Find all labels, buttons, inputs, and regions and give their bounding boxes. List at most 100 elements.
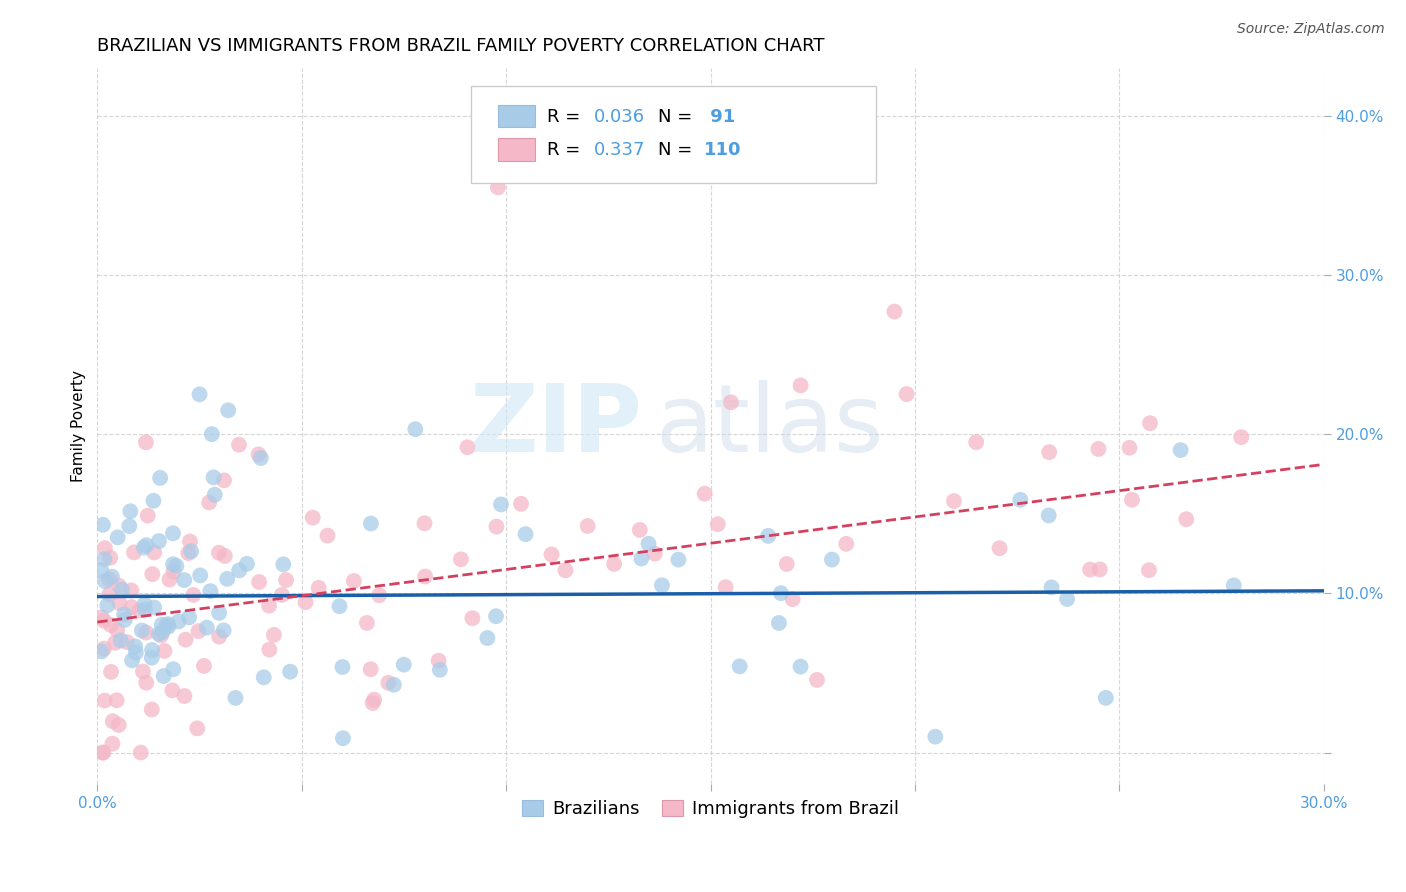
Point (98, 550, 121, 565)
Point (150, 617, 173, 632)
Point (188, 568, 211, 582)
Point (456, 440, 478, 454)
Point (510, 497, 533, 511)
Point (250, 450, 273, 465)
Point (93, 693, 115, 707)
Point (179, 610, 201, 624)
FancyBboxPatch shape (498, 104, 536, 128)
Point (101, 737, 124, 751)
Point (274, 573, 297, 587)
Point (263, 628, 285, 642)
Point (157, 619, 180, 633)
Text: 0.337: 0.337 (593, 141, 645, 160)
Point (212, 473, 235, 487)
Point (308, 581, 330, 595)
Point (1038, 445, 1060, 459)
Point (148, 534, 170, 549)
Point (789, 378, 811, 392)
Point (630, 551, 652, 566)
Point (554, 563, 576, 577)
Point (316, 528, 339, 542)
Point (132, 665, 155, 679)
Point (91, 746, 114, 760)
Point (93, 614, 115, 628)
Point (134, 602, 156, 616)
Text: 91: 91 (704, 108, 735, 126)
Point (159, 573, 181, 587)
Point (782, 592, 804, 607)
Point (198, 495, 221, 509)
Point (540, 548, 562, 562)
Point (208, 630, 231, 644)
Point (181, 588, 204, 602)
Point (111, 582, 134, 597)
Point (165, 558, 187, 573)
Point (413, 516, 436, 531)
Point (271, 558, 294, 572)
Point (1056, 591, 1078, 606)
Point (105, 624, 128, 638)
Point (1087, 442, 1109, 456)
Point (93, 552, 115, 566)
Point (1010, 492, 1032, 507)
Point (461, 611, 484, 625)
Point (162, 683, 184, 698)
Point (806, 673, 828, 687)
Point (253, 670, 276, 684)
Point (270, 588, 292, 602)
Text: N =: N = (658, 108, 697, 126)
Point (148, 627, 170, 641)
Text: N =: N = (658, 141, 697, 160)
Point (1088, 562, 1111, 576)
Point (988, 541, 1011, 556)
Point (835, 537, 858, 551)
Point (91, 517, 114, 532)
Point (115, 635, 138, 649)
Point (485, 609, 508, 624)
Point (152, 624, 174, 639)
Point (128, 604, 150, 618)
Point (202, 470, 225, 484)
Point (200, 584, 222, 599)
Point (328, 599, 350, 614)
Point (118, 519, 141, 533)
Point (477, 631, 499, 645)
Point (1137, 563, 1160, 577)
Point (149, 471, 172, 485)
Point (152, 669, 174, 683)
Point (896, 387, 918, 401)
Point (485, 519, 508, 533)
Point (965, 435, 987, 450)
Point (131, 624, 153, 638)
Point (208, 606, 231, 620)
Point (1038, 508, 1060, 523)
Point (153, 644, 176, 658)
Point (110, 633, 132, 648)
Point (132, 541, 155, 555)
Point (644, 547, 666, 561)
Point (121, 600, 143, 615)
Point (186, 722, 208, 736)
Point (155, 618, 177, 632)
Point (515, 527, 537, 541)
Point (141, 643, 163, 657)
Text: 0.036: 0.036 (593, 108, 645, 126)
Point (107, 718, 129, 732)
Point (651, 578, 673, 592)
Point (201, 427, 224, 442)
Point (204, 488, 226, 502)
Point (257, 599, 280, 613)
Point (104, 636, 127, 650)
Point (278, 665, 301, 679)
Point (120, 583, 142, 598)
Point (486, 180, 509, 194)
Point (90, 610, 112, 624)
Point (301, 510, 323, 524)
Point (1040, 580, 1063, 594)
Point (1230, 430, 1253, 444)
FancyBboxPatch shape (471, 86, 876, 183)
Point (142, 493, 165, 508)
Point (404, 422, 426, 436)
Point (361, 696, 384, 710)
Point (112, 607, 135, 622)
